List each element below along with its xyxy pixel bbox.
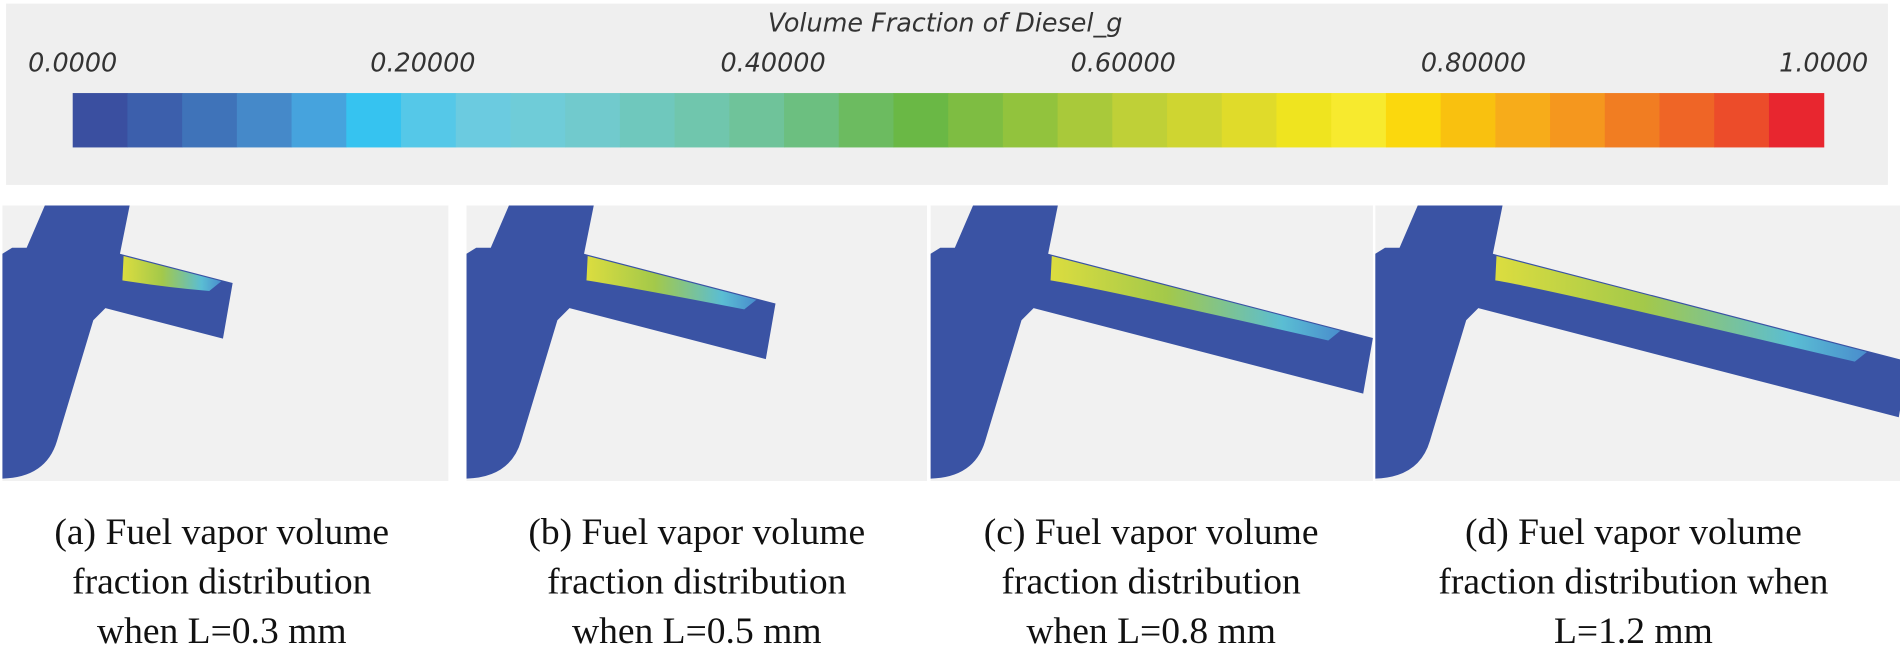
panels: (a) Fuel vapor volume fraction distributi… xyxy=(2,205,1900,649)
panel: (a) Fuel vapor volume fraction distributi… xyxy=(2,205,449,649)
colorbar-swatch xyxy=(674,93,730,148)
panel-caption: (c) Fuel vapor volume xyxy=(984,512,1319,553)
colorbar-swatch xyxy=(455,93,512,148)
colorbar-swatch xyxy=(784,93,840,148)
colorbar-swatch xyxy=(127,93,183,148)
colorbar-swatch xyxy=(729,93,785,148)
colorbar-swatch xyxy=(1167,93,1223,148)
panel: (b) Fuel vapor volume fraction distributi… xyxy=(466,205,927,649)
panel-caption: when L=0.5 mm xyxy=(572,611,822,649)
colorbar-swatch xyxy=(510,93,566,148)
panel-caption: (d) Fuel vapor volume xyxy=(1465,512,1802,553)
colorbar-swatch xyxy=(1714,93,1770,148)
vapor-region xyxy=(586,255,757,310)
colorbar-swatch xyxy=(893,93,949,148)
vapor-region xyxy=(1050,255,1341,341)
panel-caption: L=1.2 mm xyxy=(1554,611,1713,649)
nozzle-geometry xyxy=(466,205,776,479)
panel-caption: fraction distribution xyxy=(547,561,847,602)
colorbar-tick-label: 0.0000 xyxy=(28,47,117,77)
colorbar-swatch xyxy=(1276,93,1332,148)
vapor-region xyxy=(1495,255,1867,362)
colorbar-swatch xyxy=(182,93,238,148)
colorbar-swatch xyxy=(1550,93,1606,148)
colorbar-swatch xyxy=(1331,93,1387,148)
panel-caption: fraction distribution xyxy=(1001,561,1301,602)
nozzle-geometry xyxy=(930,205,1373,479)
colorbar-swatch xyxy=(948,93,1004,148)
panel-caption: when L=0.3 mm xyxy=(97,611,347,649)
colorbar-tick-label: 1.0000 xyxy=(1779,47,1868,77)
colorbar-swatch xyxy=(236,93,293,148)
colorbar: 0.0000 0.20000 0.40000 0.60000 0.80000 1.0000 xyxy=(28,47,1868,148)
colorbar-swatch xyxy=(1440,93,1496,148)
colorbar-swatch xyxy=(72,93,129,148)
colorbar-swatch xyxy=(346,93,402,148)
colorbar-tick-label: 0.20000 xyxy=(370,47,475,77)
colorbar-swatch xyxy=(1385,93,1442,148)
colorbar-swatch xyxy=(1659,93,1715,148)
colorbar-swatch xyxy=(565,93,621,148)
colorbar-swatch xyxy=(838,93,895,148)
colorbar-swatch xyxy=(1002,93,1059,148)
panel-caption: fraction distribution when xyxy=(1438,561,1828,602)
panel-caption: (b) Fuel vapor volume xyxy=(528,512,865,553)
panel-caption: (a) Fuel vapor volume xyxy=(54,512,389,553)
panel-caption: when L=0.8 mm xyxy=(1026,611,1276,649)
colorbar-swatch xyxy=(1112,93,1168,148)
colorbar-swatch xyxy=(1768,93,1825,148)
panel: (c) Fuel vapor volume fraction distributi… xyxy=(930,205,1373,649)
colorbar-swatch xyxy=(1221,93,1278,148)
colorbar-swatch xyxy=(1604,93,1661,148)
colorbar-title: Volume Fraction of Diesel_g xyxy=(768,7,1122,37)
colorbar-tick-label: 0.60000 xyxy=(1071,47,1176,77)
colorbar-swatch xyxy=(1057,93,1113,148)
panel-caption: fraction distribution xyxy=(72,561,372,602)
colorbar-tick-label: 0.40000 xyxy=(720,47,825,77)
colorbar-tick-label: 0.80000 xyxy=(1421,47,1526,77)
colorbar-swatch xyxy=(1495,93,1551,148)
colorbar-swatch xyxy=(291,93,347,148)
colorbar-swatch xyxy=(401,93,457,148)
panel: (d) Fuel vapor volume fraction distributi… xyxy=(1375,205,1900,649)
vapor-region xyxy=(122,255,222,291)
colorbar-swatch xyxy=(619,93,676,148)
